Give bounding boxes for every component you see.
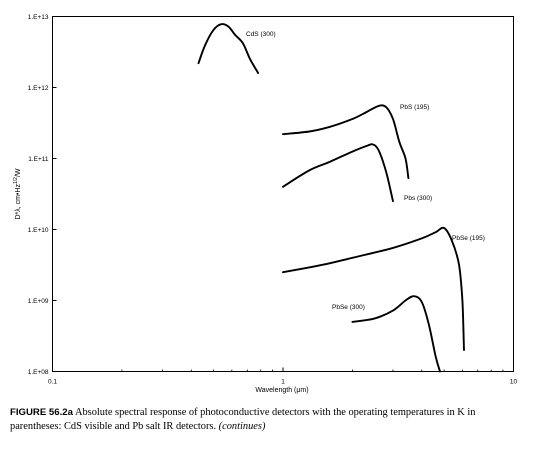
y-tick-label: 1.E+12 <box>28 85 49 92</box>
y-tick-label: 1.E+09 <box>28 298 49 305</box>
series-line-1 <box>282 104 410 180</box>
caption-continues: (continues) <box>218 421 266 432</box>
y-axis-title: D*λ, cm•Hz1/2/W <box>13 168 22 219</box>
caption-text: Absolute spectral response of photocondu… <box>10 407 476 432</box>
x-axis-title: Wavelength (μm) <box>255 387 308 394</box>
y-tick-label: 1.E+11 <box>28 156 49 163</box>
series-label-2: Pbs (300) <box>404 195 432 202</box>
x-tick-label: 1 <box>281 379 285 386</box>
series-line-2 <box>282 143 394 203</box>
y-tick-label: 1.E+13 <box>28 14 49 21</box>
y-tick-label: 1.E+10 <box>28 227 49 234</box>
series-line-0 <box>197 23 260 74</box>
series-label-0: CdS (300) <box>246 31 276 38</box>
y-tick-label: 1.E+08 <box>28 369 49 376</box>
series-label-1: PbS (195) <box>400 104 429 111</box>
x-tick-label: 10 <box>510 379 518 386</box>
figure-number: FIGURE 56.2a <box>10 407 73 418</box>
x-tick-label: 0.1 <box>48 379 57 386</box>
spectral-response-chart: 1.E+08 1.E+09 1.E+10 1.E+11 1.E+12 1.E+13 0.1 1… <box>13 14 518 394</box>
series-label-4: PbSe (300) <box>332 304 365 311</box>
curve-labels: CdS (300) PbS (195) Pbs (300) PbSe (195) PbS… <box>246 31 485 311</box>
plot-frame <box>52 16 514 372</box>
axis-ticks: 1.E+08 1.E+09 1.E+10 1.E+11 1.E+12 1.E+13 0.1 1… <box>28 14 518 386</box>
curves <box>197 23 465 373</box>
series-label-3: PbSe (195) <box>452 235 485 242</box>
figure-caption: FIGURE 56.2a Absolute spectral response … <box>10 406 526 434</box>
series-line-4 <box>351 295 441 373</box>
series-line-3 <box>282 226 465 352</box>
